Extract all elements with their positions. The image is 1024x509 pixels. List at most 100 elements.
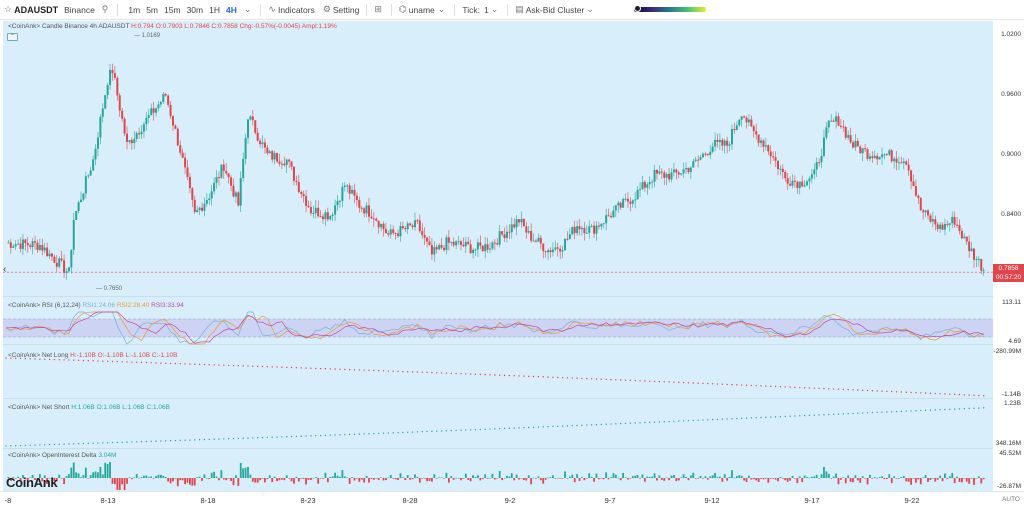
chevron-down-icon[interactable]: ⌄	[243, 4, 252, 14]
oi-delta-bar	[719, 476, 721, 478]
oi-delta-bar	[239, 462, 242, 478]
candle-body	[493, 242, 496, 244]
net-short-pane[interactable]	[3, 398, 993, 448]
user-button[interactable]: ⌬ uname ⌄	[395, 0, 451, 20]
candle-body	[82, 193, 85, 200]
oi-delta-bar	[84, 467, 87, 478]
net-long-point	[774, 385, 777, 388]
oi-delta-bar	[755, 478, 758, 481]
net-short-point	[702, 419, 704, 421]
candle-body	[438, 245, 441, 250]
candle-body	[329, 216, 332, 220]
oi-delta-bar	[133, 477, 136, 479]
oi-delta-bar	[358, 478, 361, 482]
candle-body	[977, 258, 980, 260]
net-short-point	[460, 429, 462, 431]
net-long-point	[760, 385, 762, 387]
oi-delta-pane[interactable]	[3, 448, 993, 491]
oi-delta-bar	[924, 475, 927, 478]
oi-delta-bar	[213, 471, 216, 478]
auto-scale-button[interactable]: AUTO	[1002, 496, 1020, 503]
candle-body	[370, 216, 373, 219]
candle-body	[312, 213, 315, 215]
oi-delta-bar	[382, 478, 385, 481]
star-icon[interactable]: ☆	[4, 4, 13, 14]
candle-body	[960, 230, 963, 239]
candle-body	[653, 169, 656, 182]
net-long-point	[295, 367, 298, 369]
net-short-point	[131, 441, 133, 443]
candle-body	[568, 234, 571, 239]
layout-button[interactable]: ⊞	[370, 0, 388, 20]
candle-body	[280, 163, 283, 165]
interval-1h[interactable]: 1H	[209, 4, 220, 15]
oi-delta-bar	[554, 478, 557, 479]
cluster-selector[interactable]: ▤ Ask-Bid Cluster ⌄	[511, 0, 600, 20]
collapse-legend-button[interactable]: ⌃	[7, 33, 18, 41]
time-tick-label: 8-23	[300, 496, 316, 505]
interval-5m[interactable]: 5m	[146, 4, 159, 15]
candle-body	[881, 154, 884, 158]
oi-delta-bar	[34, 478, 36, 480]
interval-1m[interactable]: 1m	[128, 4, 141, 15]
candle-body	[331, 214, 334, 217]
price-tick-label: 0.9600	[1001, 91, 1021, 98]
oi-delta-bar	[677, 478, 680, 481]
net-long-point	[450, 372, 452, 375]
interval-4h[interactable]: 4H	[225, 4, 237, 15]
oi-delta-bar	[406, 475, 409, 478]
candle-body	[300, 192, 303, 194]
indicators-button[interactable]: ∿ Indicators	[264, 0, 318, 20]
oi-delta-bar	[80, 477, 82, 478]
time-axis[interactable]: -8 8-13 8-18 8-23 8-28 9-2 9-7 9-12 9-17…	[0, 491, 1024, 509]
oi-delta-bar	[668, 478, 670, 481]
net-short-point	[508, 427, 511, 429]
oi-delta-bar	[598, 478, 600, 480]
candle-body	[701, 153, 704, 158]
oi-delta-bar	[825, 471, 828, 478]
oi-delta-bar	[397, 478, 399, 481]
oi-delta-bar	[694, 478, 697, 479]
exchange-name[interactable]: Binance	[64, 4, 95, 15]
oi-delta-bar	[902, 476, 905, 478]
net-long-point	[479, 373, 482, 376]
candle-legend-symbol: Binance 4h ADAUSDT	[64, 23, 130, 30]
oi-delta-bar	[114, 478, 116, 485]
net-short-point	[174, 439, 177, 442]
gradient-slider-knob[interactable]	[634, 5, 642, 12]
user-icon: ⌬	[398, 4, 407, 14]
oi-delta-bar	[794, 478, 796, 479]
candle-body	[566, 238, 569, 240]
net-short-point	[624, 422, 627, 425]
net-long-point	[344, 368, 346, 371]
interval-30m[interactable]: 30m	[186, 4, 204, 15]
candle-body	[341, 186, 344, 201]
oi-delta-bar	[295, 476, 298, 478]
oi-delta-bar	[948, 476, 951, 478]
price-axis[interactable]	[993, 21, 1024, 491]
color-gradient-slider[interactable]	[633, 5, 706, 12]
candle-body	[242, 158, 245, 179]
price-pane[interactable]	[3, 21, 993, 296]
oi-delta-bar	[283, 478, 286, 481]
candle-body	[84, 176, 87, 194]
net-long-pane[interactable]	[3, 344, 993, 398]
net-long-prefix: <CoinAnk> Net Long	[8, 352, 69, 359]
symbol-name[interactable]: ADAUSDT	[14, 4, 59, 15]
oi-delta-bar	[610, 477, 612, 478]
search-icon[interactable]: ⚲	[101, 4, 109, 14]
setting-button[interactable]: ⚙ Setting	[319, 0, 364, 20]
net-long-point	[281, 366, 283, 368]
symbol-group[interactable]: ☆ ADAUSDT Binance ⚲	[0, 0, 114, 20]
oi-delta-bar	[961, 478, 963, 483]
candle-body	[174, 125, 177, 129]
candle-body	[900, 162, 903, 164]
oi-delta-bar	[312, 477, 315, 479]
tick-selector[interactable]: Tick: 1 ⌄	[458, 0, 504, 20]
net-short-point	[813, 414, 815, 416]
oi-delta-bar	[477, 475, 479, 478]
interval-15m[interactable]: 15m	[164, 4, 181, 15]
scroll-left-icon[interactable]: ‹	[3, 264, 7, 275]
oi-delta-bar	[198, 476, 201, 478]
